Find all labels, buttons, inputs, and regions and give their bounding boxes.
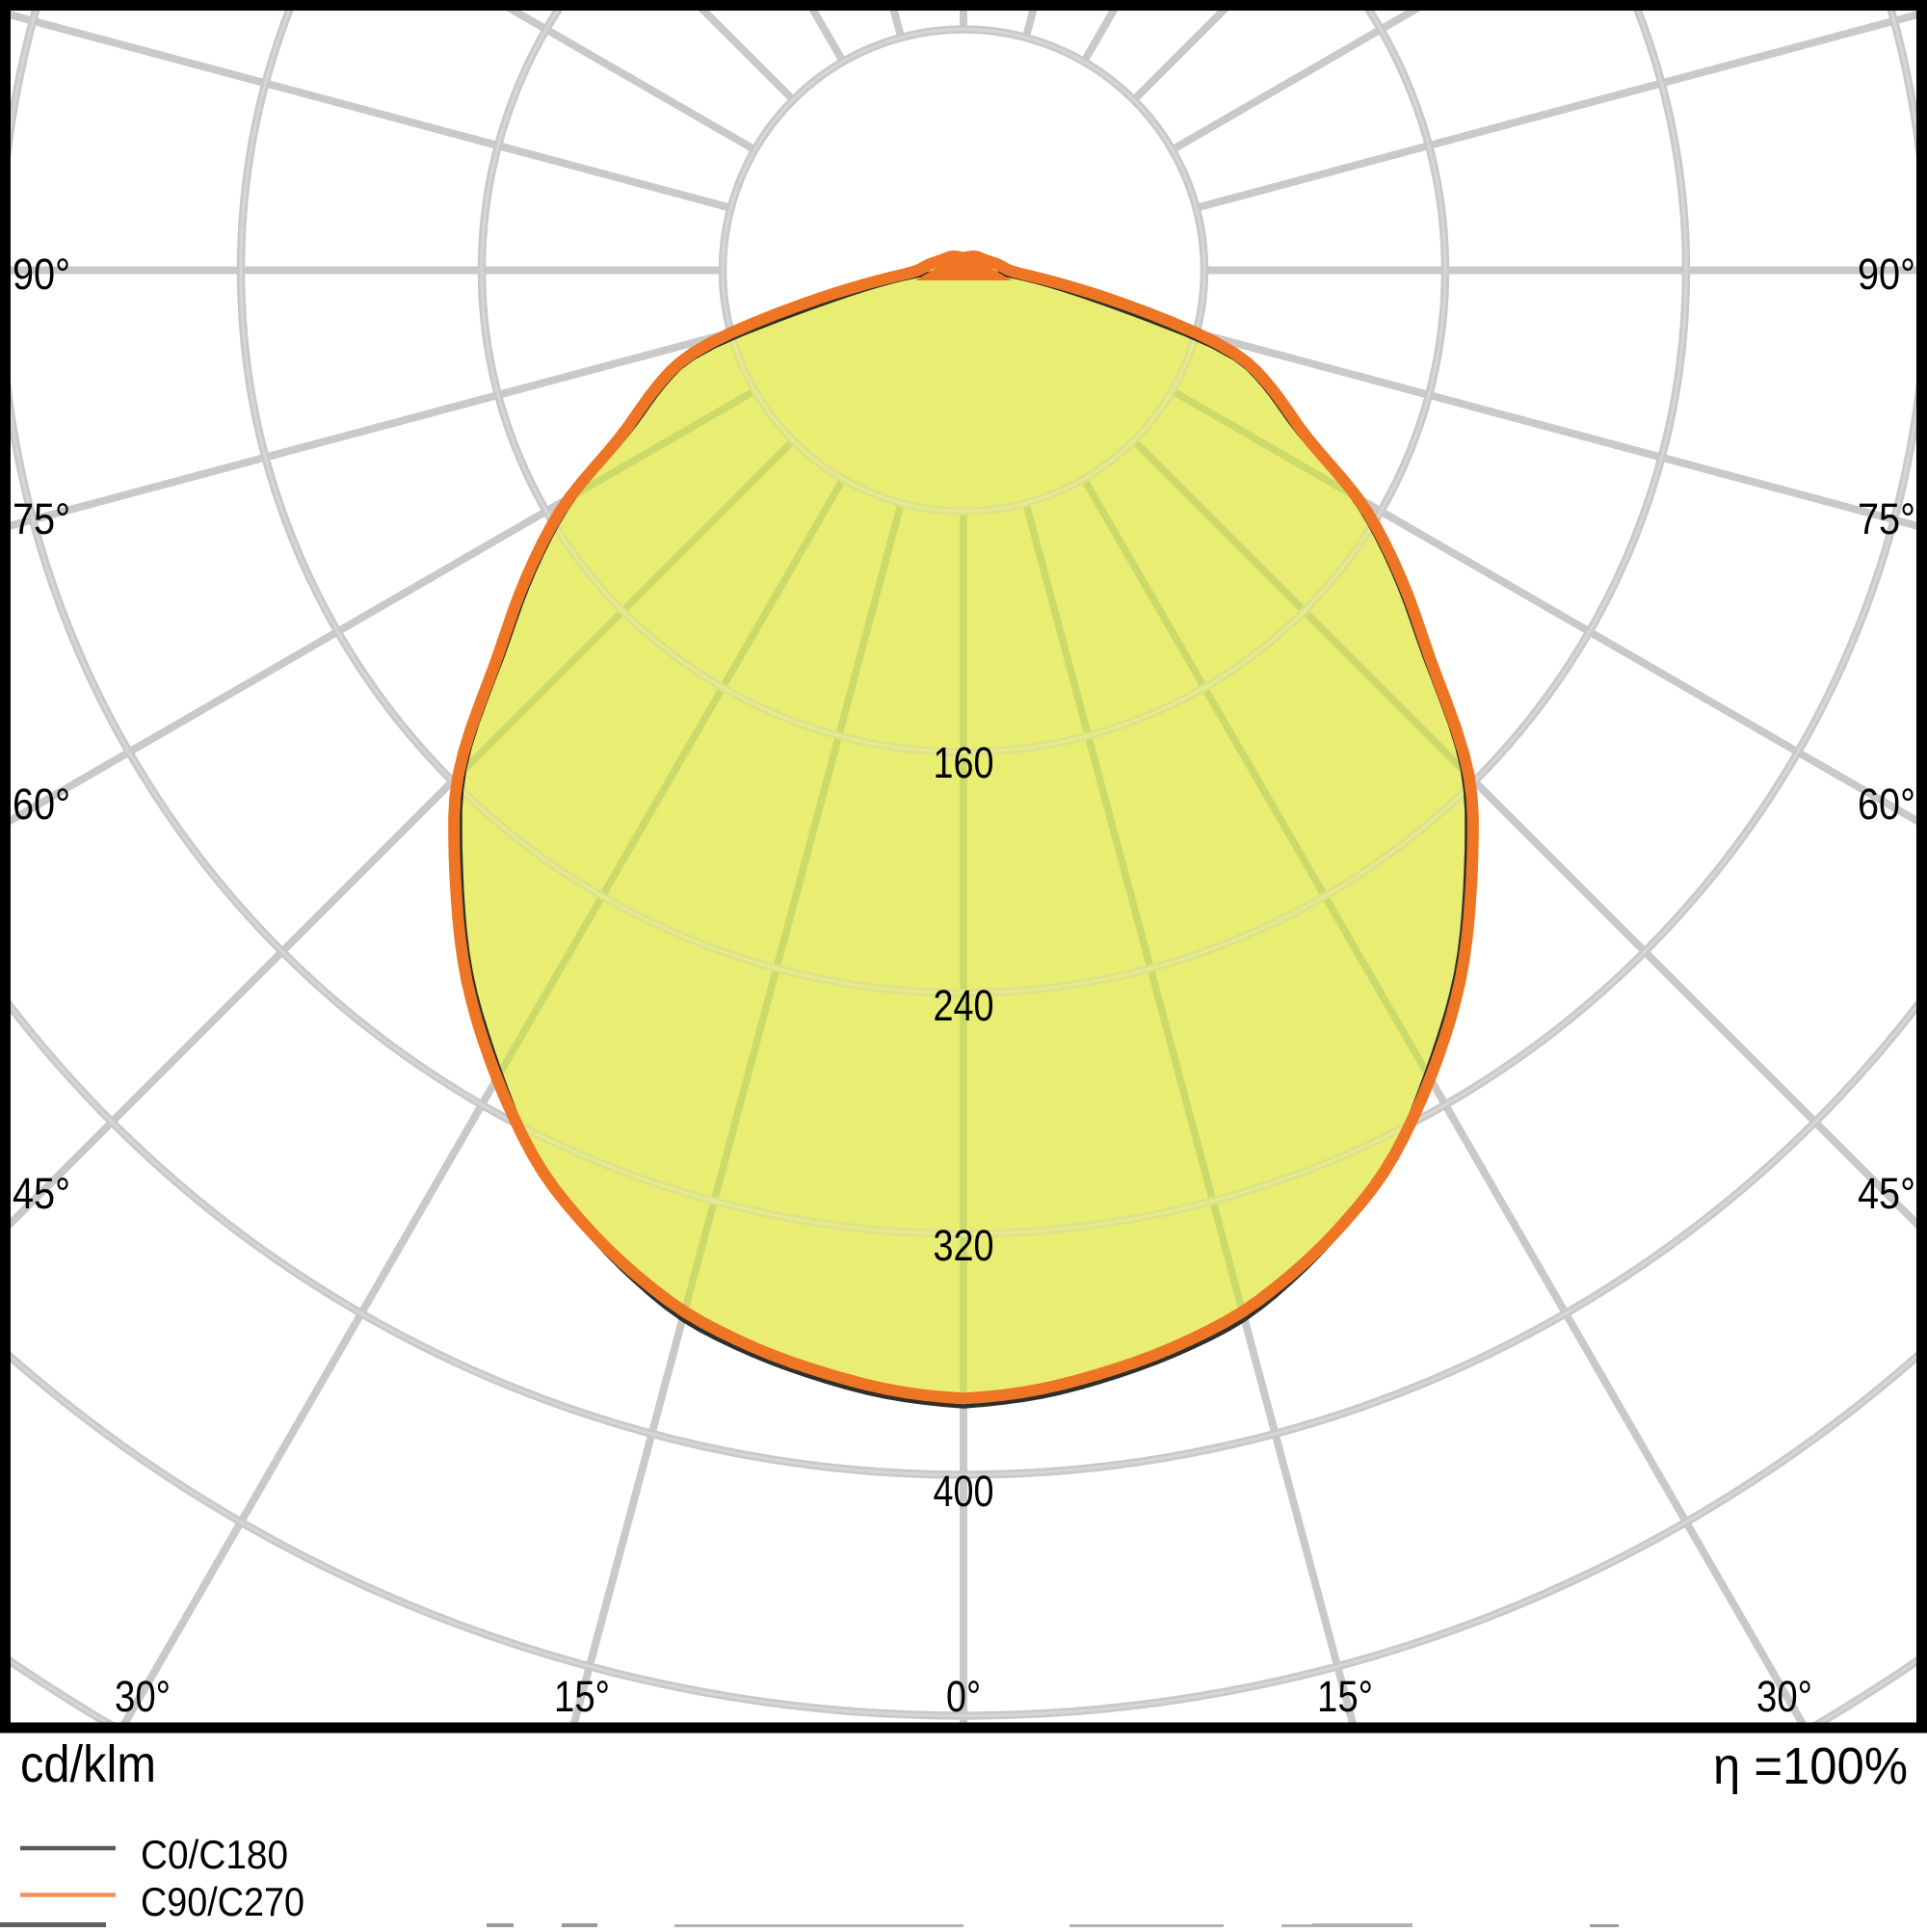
svg-text:C0/C180: C0/C180 <box>141 1832 288 1877</box>
svg-text:320: 320 <box>934 1221 994 1270</box>
svg-text:30°: 30° <box>1756 1672 1812 1721</box>
svg-text:90°: 90° <box>1858 250 1915 299</box>
svg-text:45°: 45° <box>13 1169 70 1218</box>
svg-text:15°: 15° <box>1317 1672 1373 1721</box>
svg-text:160: 160 <box>934 738 994 787</box>
svg-text:η =100%: η =100% <box>1713 1737 1908 1795</box>
svg-text:C90/C270: C90/C270 <box>141 1879 304 1924</box>
svg-text:90°: 90° <box>13 250 70 299</box>
svg-text:75°: 75° <box>1858 494 1915 543</box>
svg-text:60°: 60° <box>1858 780 1915 829</box>
svg-text:240: 240 <box>934 981 994 1030</box>
svg-text:0°: 0° <box>946 1672 981 1721</box>
svg-text:15°: 15° <box>554 1672 610 1721</box>
svg-text:cd/klm: cd/klm <box>20 1735 156 1793</box>
svg-text:45°: 45° <box>1858 1169 1915 1218</box>
svg-text:30°: 30° <box>115 1672 171 1721</box>
svg-text:400: 400 <box>934 1467 994 1516</box>
svg-text:75°: 75° <box>13 494 70 543</box>
svg-text:60°: 60° <box>13 780 70 829</box>
